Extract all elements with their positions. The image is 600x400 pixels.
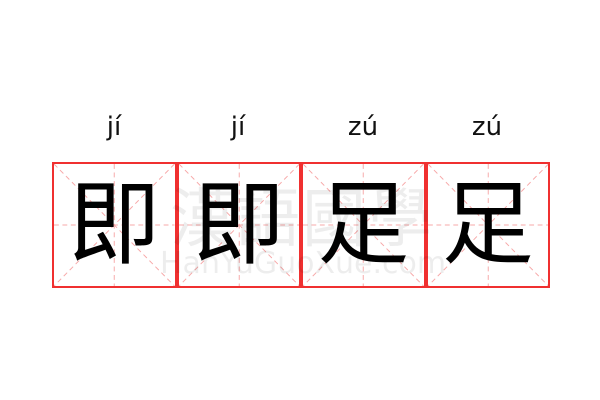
grid-cell: 即 [176,162,301,288]
guide-lines [54,164,175,286]
pinyin-label: jí [106,112,122,142]
grid-cell: 足 [425,162,550,288]
hanzi-character: 即 [68,171,161,278]
hanzi-character: 足 [441,171,534,278]
guide-lines [178,164,299,286]
grid-cell: 足 [301,162,426,288]
pinyin-label: zú [471,112,503,142]
pinyin-label: zú [347,112,379,142]
grid-cell: 即 [52,162,177,288]
character-grid: 即 即 足 足 [52,162,550,288]
hanzi-character: 即 [192,171,285,278]
guide-lines [427,164,548,286]
guide-lines [303,164,424,286]
pinyin-label: jí [230,112,246,142]
hanzi-character: 足 [317,171,410,278]
